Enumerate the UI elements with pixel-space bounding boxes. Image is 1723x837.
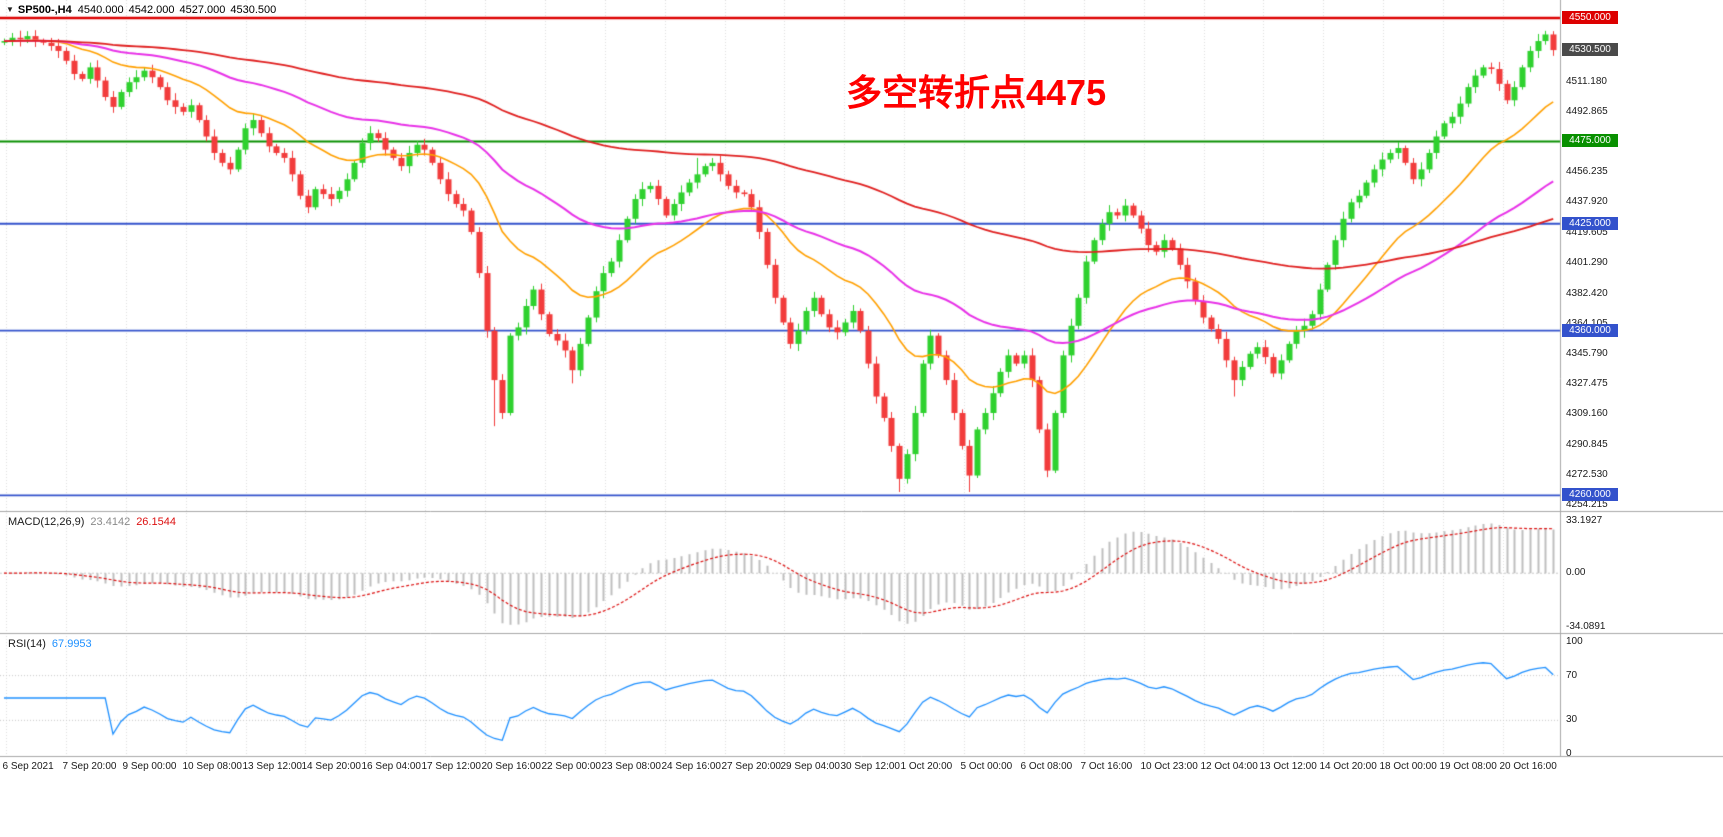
- time-axis-label: 7 Oct 16:00: [1080, 761, 1133, 772]
- price-axis-label: 4272.530: [1566, 468, 1608, 480]
- price-axis-label: 4309.160: [1566, 408, 1608, 420]
- time-axis-label: 12 Oct 04:00: [1200, 761, 1258, 772]
- price-axis-label: 4327.475: [1566, 378, 1608, 390]
- time-axis-label: 20 Oct 16:00: [1499, 761, 1557, 772]
- time-axis-label: 13 Oct 12:00: [1259, 761, 1317, 772]
- price-axis-label: 4511.180: [1566, 75, 1607, 87]
- macd-label: MACD(12,26,9): [8, 516, 85, 528]
- price-axis-label: 4254.215: [1566, 498, 1608, 510]
- ohlc-open: 4540.000: [77, 4, 124, 16]
- macd-axis-label: 33.1927: [1566, 514, 1603, 526]
- time-axis-label: 23 Sep 08:00: [601, 761, 662, 772]
- symbol-dropdown-icon[interactable]: ▼: [6, 5, 14, 14]
- rsi-axis-label: 70: [1566, 669, 1578, 681]
- time-axis-label: 9 Sep 00:00: [122, 761, 177, 772]
- time-axis-label: 22 Sep 00:00: [541, 761, 602, 772]
- rsi-label: RSI(14): [8, 638, 46, 650]
- symbol-title: SP500-,H4: [17, 4, 72, 16]
- time-axis-label: 19 Oct 08:00: [1439, 761, 1497, 772]
- rsi-axis-label: 30: [1566, 714, 1578, 726]
- price-axis-label: 4456.235: [1566, 166, 1608, 178]
- time-axis-label: 5 Oct 00:00: [960, 761, 1013, 772]
- ohlc-high: 4542.000: [128, 4, 175, 16]
- time-axis-label: 24 Sep 16:00: [661, 761, 722, 772]
- time-axis-label: 1 Oct 20:00: [900, 761, 953, 772]
- rsi-indicator-label: RSI(14) 67.9953: [8, 638, 92, 650]
- time-axis-label: 20 Sep 16:00: [481, 761, 542, 772]
- time-axis-label: 10 Oct 23:00: [1140, 761, 1198, 772]
- price-axis-label: 4492.865: [1566, 106, 1608, 118]
- ohlc-close: 4530.500: [230, 4, 277, 16]
- macd-main-value: 23.4142: [90, 516, 131, 528]
- time-axis-label: 13 Sep 12:00: [242, 761, 303, 772]
- rsi-axis-label: 0: [1566, 748, 1572, 759]
- time-axis-label: 6 Oct 08:00: [1020, 761, 1073, 772]
- price-axis-label: 4345.790: [1566, 348, 1608, 360]
- price-level-badge[interactable]: 4360.000: [1562, 323, 1618, 337]
- price-level-badge[interactable]: 4530.500: [1562, 43, 1618, 57]
- price-level-badge[interactable]: 4260.000: [1562, 488, 1618, 502]
- rsi-value: 67.9953: [51, 638, 92, 650]
- time-axis-label: 6 Sep 2021: [2, 761, 54, 772]
- macd-axis-label: 0.00: [1566, 567, 1586, 579]
- annotation-text: 多空转折点4475: [846, 72, 1107, 113]
- ohlc-low: 4527.000: [179, 4, 226, 16]
- time-axis-label: 10 Sep 08:00: [182, 761, 243, 772]
- time-axis-label: 30 Sep 12:00: [840, 761, 901, 772]
- time-axis-label: 17 Sep 12:00: [421, 761, 482, 772]
- time-axis-label: 27 Sep 20:00: [721, 761, 782, 772]
- time-axis-label: 14 Oct 20:00: [1319, 761, 1377, 772]
- price-axis-label: 4364.105: [1566, 318, 1608, 329]
- price-level-badge[interactable]: 4425.000: [1562, 216, 1618, 230]
- time-axis-label: 14 Sep 20:00: [301, 761, 362, 772]
- price-level-badge[interactable]: 4550.000: [1562, 11, 1618, 24]
- macd-axis-label: -34.0891: [1566, 621, 1606, 633]
- time-axis-label: 16 Sep 04:00: [361, 761, 422, 772]
- time-axis-label: 18 Oct 00:00: [1379, 761, 1437, 772]
- time-axis-label: 7 Sep 20:00: [62, 761, 117, 772]
- price-axis-label: 4419.605: [1566, 226, 1608, 238]
- chart-header: ▼ SP500-,H4 4540.000 4542.000 4527.000 4530.5…: [6, 4, 281, 16]
- time-axis-label: 29 Sep 04:00: [780, 761, 841, 772]
- price-level-badge[interactable]: 4475.000: [1562, 134, 1618, 148]
- rsi-axis-label: 100: [1566, 636, 1583, 647]
- price-axis-label: 4401.290: [1566, 256, 1608, 268]
- macd-signal-value: 26.1544: [136, 516, 176, 528]
- price-axis-label: 4437.920: [1566, 196, 1608, 208]
- macd-indicator-label: MACD(12,26,9) 23.4142 26.1544: [8, 516, 176, 528]
- price-axis-label: 4290.845: [1566, 438, 1608, 450]
- price-axis-label: 4382.420: [1566, 287, 1608, 299]
